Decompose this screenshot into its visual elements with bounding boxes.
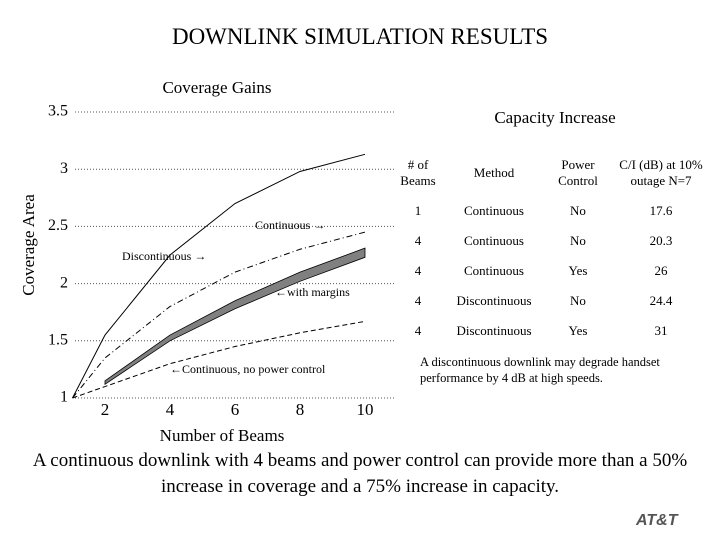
x-axis-label: Number of Beams — [160, 426, 285, 445]
annotation: Discontinuous → — [122, 249, 206, 263]
y-tick-label: 1.5 — [48, 331, 68, 348]
capacity-table: # of Beams Method Power Control C/I (dB) at… — [392, 150, 710, 346]
table-row: 1 Continuous No 17.6 — [392, 196, 710, 226]
table-cell: Yes — [568, 323, 588, 338]
table-cell: 31 — [654, 323, 668, 338]
table-cell: Continuous — [464, 233, 524, 248]
y-tick-label: 3.5 — [48, 103, 68, 120]
table-cell: Discontinuous — [456, 293, 532, 308]
header-cell: Method — [473, 165, 515, 180]
table-row: 4 Continuous Yes 26 — [392, 256, 710, 286]
y-tick-label: 2.5 — [48, 217, 68, 234]
logo: AT&T — [636, 512, 678, 529]
header-cell: # of Beams — [400, 157, 436, 188]
table-title: Capacity Increase — [494, 108, 616, 127]
table-cell: 20.3 — [649, 233, 673, 248]
header-cell: Power Control — [558, 157, 598, 188]
y-tick-label: 2 — [60, 274, 68, 291]
x-tick-label: 8 — [296, 400, 305, 419]
chart-title: Coverage Gains — [162, 78, 271, 97]
table-cell: 24.4 — [649, 293, 673, 308]
annotation: ←Continuous, no power control — [170, 362, 326, 376]
y-tick-label: 1 — [60, 389, 68, 406]
line — [72, 231, 366, 399]
table-row: 4 Discontinuous Yes 31 — [392, 316, 710, 346]
table-cell: Continuous — [464, 203, 524, 218]
table-cell: 17.6 — [649, 203, 673, 218]
y-tick-label: 3 — [60, 160, 68, 177]
x-tick-label: 4 — [166, 400, 175, 419]
table-row: 4 Continuous No 20.3 — [392, 226, 710, 256]
table-cell: 4 — [414, 233, 422, 248]
table-cell: Discontinuous — [456, 323, 532, 338]
footer-text: A continuous downlink with 4 beams and p… — [32, 450, 688, 497]
y-axis-label: Coverage Area — [19, 194, 38, 296]
table-cell: Continuous — [464, 263, 524, 278]
table-row: 4 Discontinuous No 24.4 — [392, 286, 710, 316]
x-tick-label: 10 — [357, 400, 374, 419]
x-tick-label: 2 — [101, 400, 110, 419]
table-cell: 4 — [414, 263, 422, 278]
table-cell: 1 — [414, 203, 422, 218]
band — [104, 247, 366, 386]
table-note: A discontinuous downlink may degrade han… — [420, 355, 660, 385]
line — [72, 153, 366, 399]
annotation: Continuous → — [255, 218, 325, 232]
table-cell: No — [570, 293, 586, 308]
slide-title: DOWNLINK SIMULATION RESULTS — [171, 24, 549, 49]
header-row: # of Beams Method Power Control C/I (dB) at… — [392, 150, 710, 196]
table-cell: 4 — [414, 293, 422, 308]
x-tick-label: 6 — [231, 400, 240, 419]
table-cell: 26 — [654, 263, 668, 278]
table-cell: Yes — [568, 263, 588, 278]
table-cell: No — [570, 203, 586, 218]
table-cell: No — [570, 233, 586, 248]
annotation: ←with margins — [275, 285, 350, 299]
table-cell: 4 — [414, 323, 422, 338]
header-cell: C/I (dB) at 10% outage N=7 — [619, 157, 703, 188]
line — [72, 320, 366, 399]
